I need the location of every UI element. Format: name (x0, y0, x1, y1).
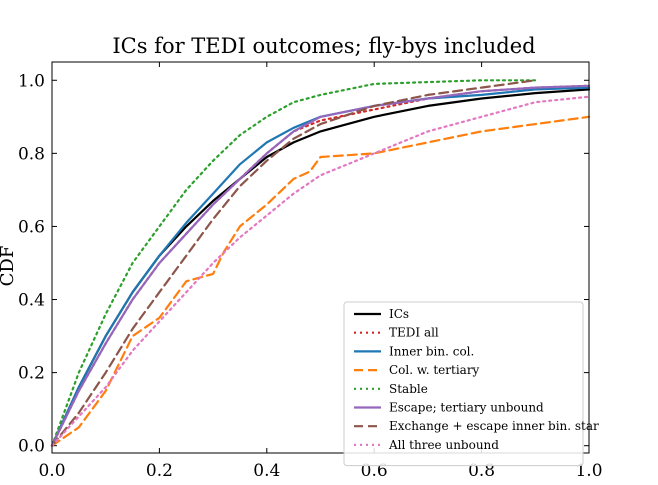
series-line-6 (50, 79, 537, 447)
legend-label: Inner bin. col. (389, 344, 474, 358)
legend-label: All three unbound (388, 438, 499, 452)
y-tick-label: 0.2 (18, 364, 45, 384)
x-tick-label: 0.0 (38, 461, 65, 481)
y-tick-label: 1.0 (18, 71, 45, 91)
legend-label: Exchange + escape inner bin. star (389, 419, 599, 433)
legend-label: ICs (389, 307, 409, 321)
legend-label: Stable (389, 382, 428, 396)
series-line-7 (50, 95, 591, 447)
series-line-4 (50, 79, 537, 447)
legend-box (343, 301, 584, 467)
legend-label: TEDI all (389, 326, 439, 340)
series-line-3 (50, 115, 591, 447)
x-tick-label: 0.2 (146, 461, 173, 481)
plot-frame (51, 61, 590, 454)
series-line-2 (50, 86, 591, 447)
x-tick-label: 1.0 (575, 461, 602, 481)
chart-title: ICs for TEDI outcomes; fly-bys included (112, 34, 535, 58)
y-axis-label: CDF (0, 246, 18, 287)
y-tick-label: 0.6 (18, 217, 45, 237)
series-lines (50, 79, 591, 447)
y-tick-label: 0.0 (18, 437, 45, 457)
legend-label: Escape; tertiary unbound (389, 401, 544, 415)
legend: ICs TEDI all Inner bin. col. Col. w. tertia… (343, 301, 599, 467)
y-tick-label: 0.4 (18, 291, 45, 311)
y-tick-label: 0.8 (18, 144, 45, 164)
x-tick-label: 0.4 (253, 461, 280, 481)
series-line-5 (50, 84, 591, 447)
legend-label: Col. w. tertiary (389, 363, 480, 377)
